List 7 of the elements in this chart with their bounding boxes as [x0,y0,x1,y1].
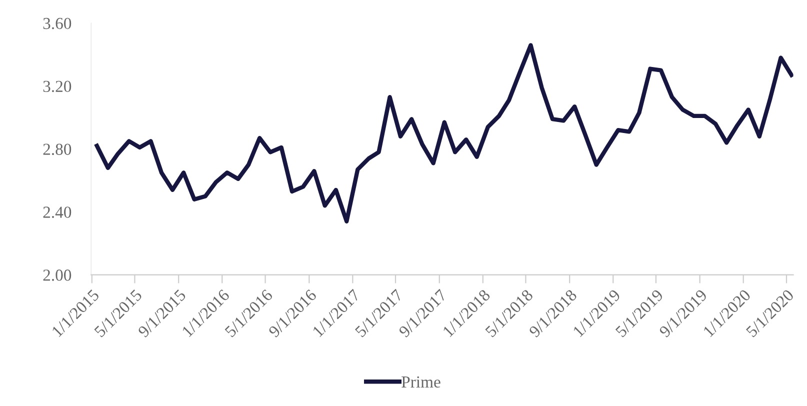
y-tick-label: 2.40 [43,206,72,218]
y-tick-label: 2.00 [43,270,72,281]
line-series [94,43,794,224]
y-tick-label: 3.20 [43,80,72,92]
y-tick-label: 3.60 [43,18,72,30]
legend-label: Prime [402,376,440,388]
y-tick-label: 2.80 [43,144,72,156]
